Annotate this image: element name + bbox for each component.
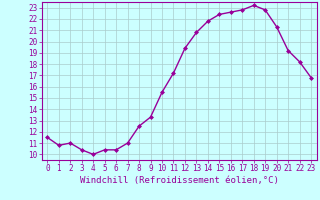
X-axis label: Windchill (Refroidissement éolien,°C): Windchill (Refroidissement éolien,°C) <box>80 176 279 185</box>
